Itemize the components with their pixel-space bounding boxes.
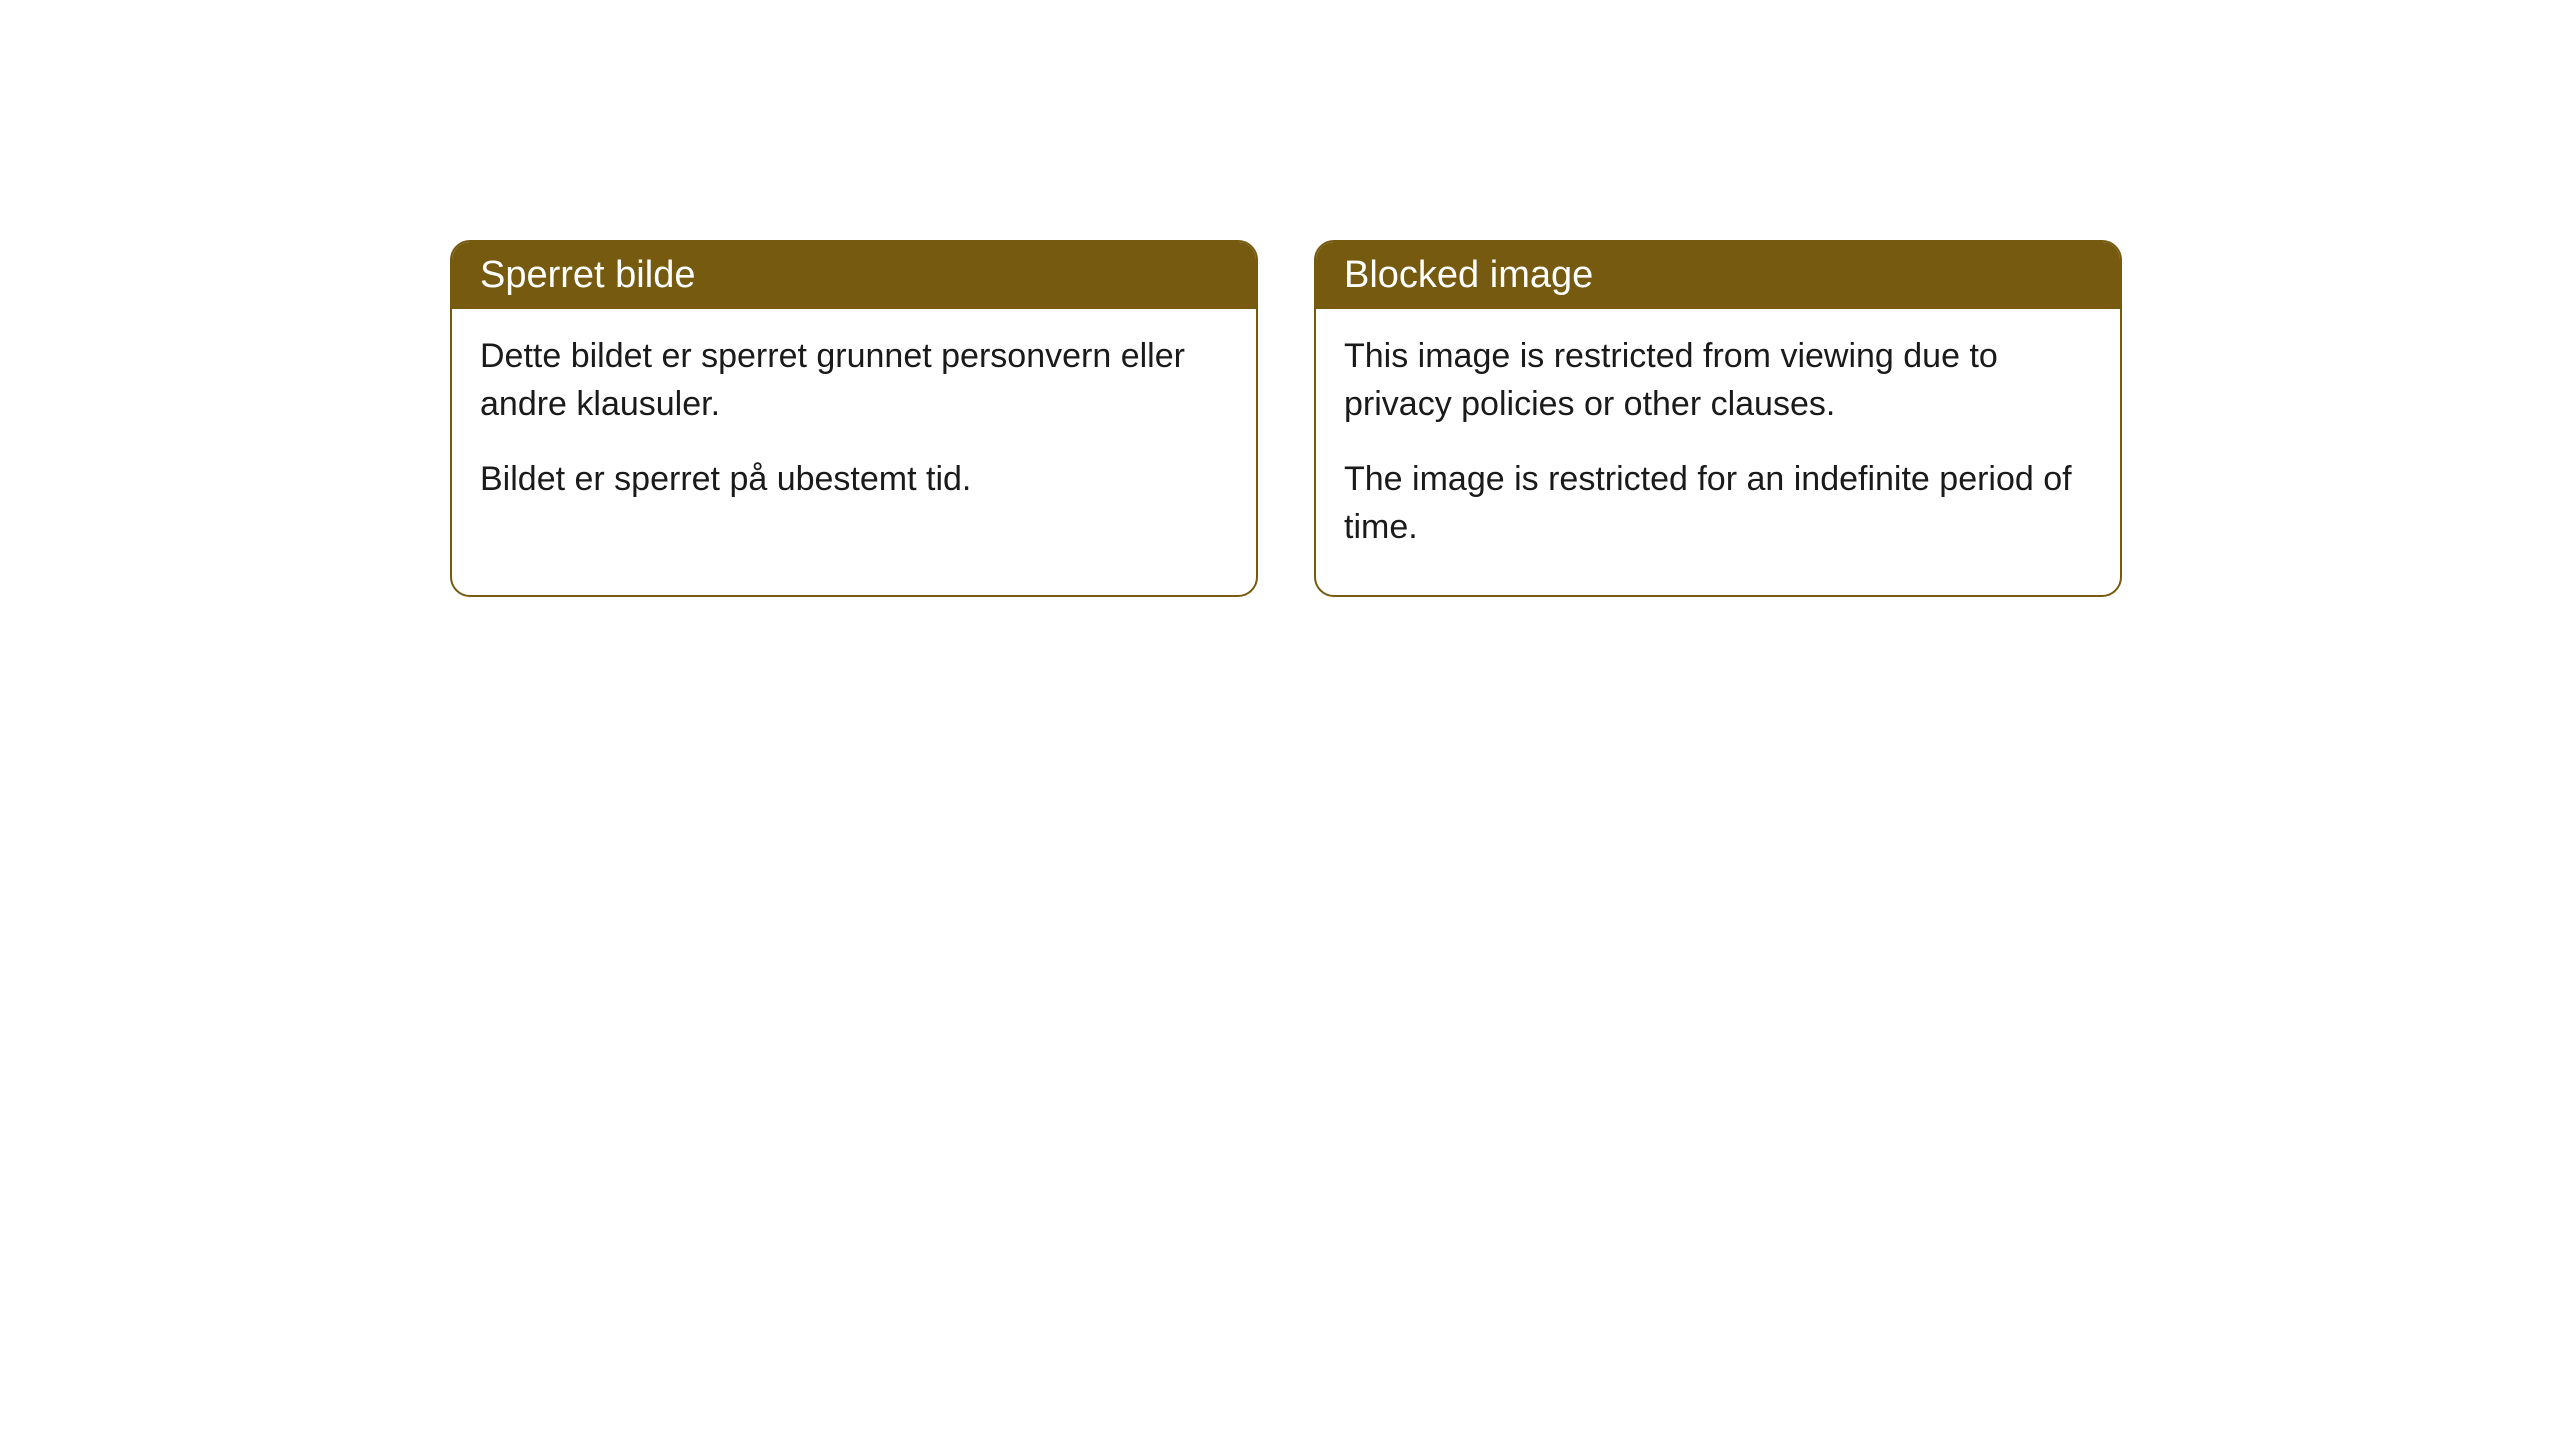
card-paragraph-2-english: The image is restricted for an indefinit… (1344, 456, 2092, 551)
card-title-english: Blocked image (1344, 254, 1593, 296)
blocked-image-card-norwegian: Sperret bilde Dette bildet er sperret gr… (450, 240, 1258, 597)
card-header-english: Blocked image (1316, 242, 2120, 309)
notice-cards-container: Sperret bilde Dette bildet er sperret gr… (450, 240, 2122, 597)
card-body-english: This image is restricted from viewing du… (1316, 309, 2120, 595)
card-paragraph-1-english: This image is restricted from viewing du… (1344, 333, 2092, 428)
card-title-norwegian: Sperret bilde (480, 254, 695, 296)
card-body-norwegian: Dette bildet er sperret grunnet personve… (452, 309, 1256, 548)
card-header-norwegian: Sperret bilde (452, 242, 1256, 309)
card-paragraph-2-norwegian: Bildet er sperret på ubestemt tid. (480, 456, 1228, 504)
blocked-image-card-english: Blocked image This image is restricted f… (1314, 240, 2122, 597)
card-paragraph-1-norwegian: Dette bildet er sperret grunnet personve… (480, 333, 1228, 428)
